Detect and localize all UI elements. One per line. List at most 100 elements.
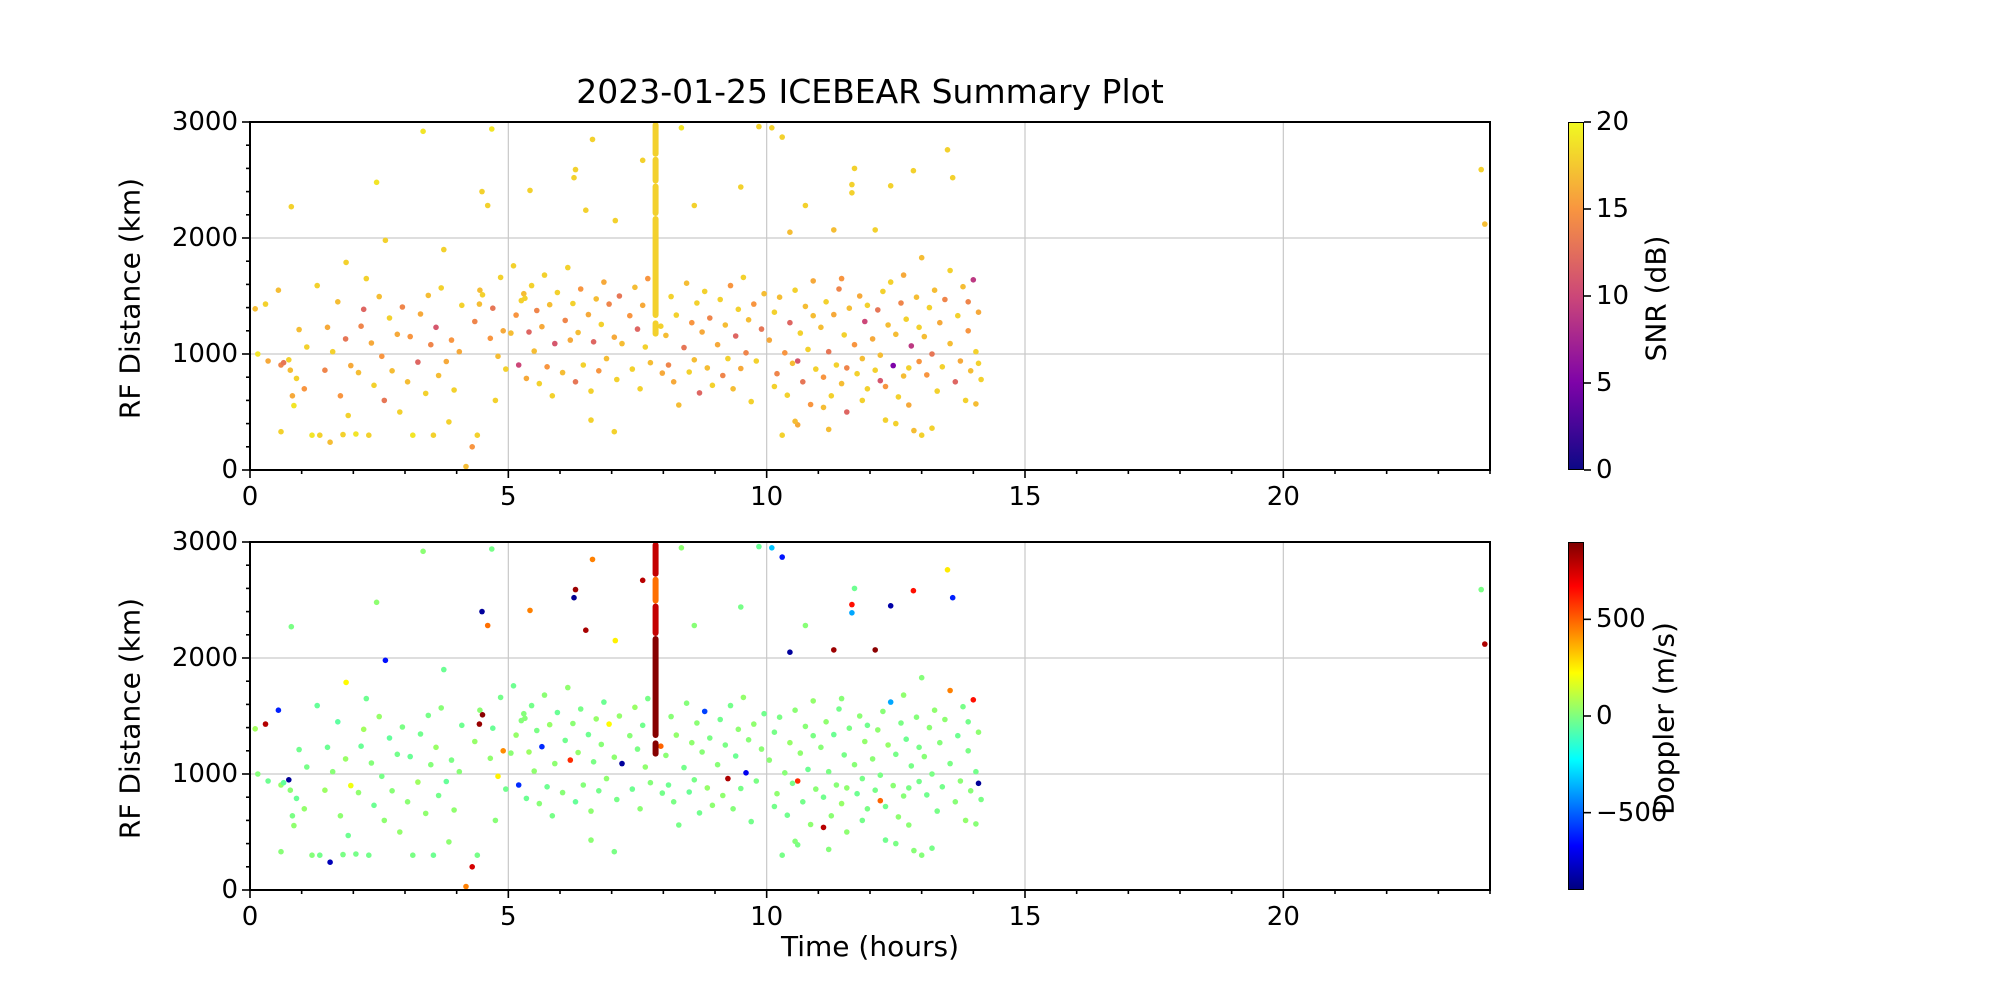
- scatter-point: [663, 332, 669, 339]
- scatter-point: [606, 301, 612, 307]
- scatter-point: [882, 417, 889, 423]
- scatter-point: [301, 806, 308, 812]
- scatter-point: [534, 307, 540, 314]
- scatter-point: [399, 304, 406, 310]
- scatter-point: [955, 732, 961, 739]
- scatter-point: [686, 789, 692, 795]
- scatter-point: [756, 123, 762, 130]
- y-tick-label: 1000: [171, 759, 238, 789]
- scatter-point: [376, 293, 383, 300]
- scatter-point: [931, 287, 938, 294]
- scatter-point: [265, 778, 271, 784]
- scatter-point: [382, 237, 389, 244]
- scatter-point: [738, 604, 744, 610]
- scatter-point: [639, 577, 646, 584]
- scatter-point: [658, 743, 664, 749]
- scatter-point: [869, 336, 876, 342]
- scatter-point: [324, 744, 331, 751]
- doppler-colorbar: [1568, 542, 1584, 890]
- scatter-point: [856, 713, 863, 719]
- scatter-point: [510, 683, 517, 689]
- scatter-point: [430, 852, 437, 858]
- scatter-point: [639, 302, 646, 309]
- scatter-point: [789, 360, 796, 367]
- scatter-point: [598, 321, 605, 328]
- y-tick-label: 3000: [171, 107, 238, 137]
- scatter-point: [536, 800, 543, 807]
- snr-colorbar: [1568, 122, 1584, 470]
- scatter-point: [787, 319, 793, 326]
- scatter-point: [446, 419, 452, 425]
- scatter-point: [761, 710, 767, 717]
- spike-trail: [652, 320, 659, 337]
- scatter-point: [707, 315, 713, 321]
- scatter-point: [407, 333, 414, 340]
- scatter-point: [771, 383, 778, 390]
- scatter-point: [371, 382, 377, 389]
- scatter-point: [864, 722, 871, 729]
- scatter-point: [565, 684, 571, 691]
- scatter-point: [463, 883, 469, 890]
- scatter-point: [528, 702, 535, 709]
- scatter-point: [929, 845, 935, 851]
- scatter-point: [589, 136, 596, 143]
- scatter-point: [611, 334, 618, 341]
- scatter-point: [926, 304, 933, 311]
- scatter-point: [368, 340, 375, 346]
- scatter-point: [730, 386, 736, 392]
- scatter-point: [947, 340, 953, 347]
- scatter-point: [317, 432, 323, 439]
- scatter-point: [794, 778, 801, 784]
- scatter-point: [327, 439, 333, 446]
- scatter-point: [900, 373, 907, 379]
- scatter-point: [252, 306, 258, 312]
- scatter-point: [515, 362, 522, 368]
- scatter-point: [639, 722, 646, 729]
- scatter-point: [327, 859, 333, 865]
- scatter-point: [689, 739, 695, 746]
- scatter-point: [476, 301, 483, 307]
- scatter-point: [877, 352, 884, 359]
- scatter-point: [296, 326, 302, 333]
- scatter-point: [720, 792, 726, 799]
- scatter-point: [820, 824, 827, 831]
- scatter-point: [727, 282, 734, 289]
- scatter-point: [456, 348, 463, 355]
- scatter-point: [492, 397, 499, 404]
- scatter-point: [603, 355, 610, 362]
- scatter-point: [681, 764, 687, 771]
- scatter-point: [275, 287, 282, 294]
- scatter-point: [745, 737, 752, 743]
- scatter-point: [495, 353, 501, 360]
- scatter-point: [410, 852, 416, 858]
- y-tick-label: 0: [221, 455, 238, 485]
- scatter-point: [910, 587, 917, 594]
- scatter-point: [601, 699, 607, 705]
- scatter-point: [810, 732, 816, 739]
- scatter-point: [593, 296, 599, 302]
- scatter-point: [955, 312, 961, 319]
- scatter-point: [559, 369, 566, 376]
- scatter-point: [689, 319, 695, 326]
- scatter-point: [288, 203, 295, 210]
- scatter-point: [893, 420, 899, 427]
- scatter-point: [275, 707, 282, 713]
- scatter-point: [683, 280, 690, 287]
- spike-trail: [652, 183, 659, 216]
- scatter-point: [967, 788, 974, 794]
- panel-border: [249, 541, 1491, 891]
- scatter-point: [404, 799, 411, 805]
- x-tick-label: 5: [500, 482, 517, 512]
- x-axis-label: Time (hours): [781, 930, 959, 963]
- scatter-point: [428, 341, 434, 348]
- scatter-point: [849, 190, 855, 196]
- scatter-point: [443, 778, 450, 785]
- scatter-point: [965, 748, 971, 754]
- scatter-point: [802, 303, 809, 310]
- scatter-point: [694, 300, 700, 306]
- scatter-point: [851, 341, 858, 348]
- scatter-point: [732, 333, 739, 339]
- scatter-point: [348, 362, 354, 369]
- scatter-point: [668, 713, 674, 720]
- scatter-point: [769, 545, 775, 551]
